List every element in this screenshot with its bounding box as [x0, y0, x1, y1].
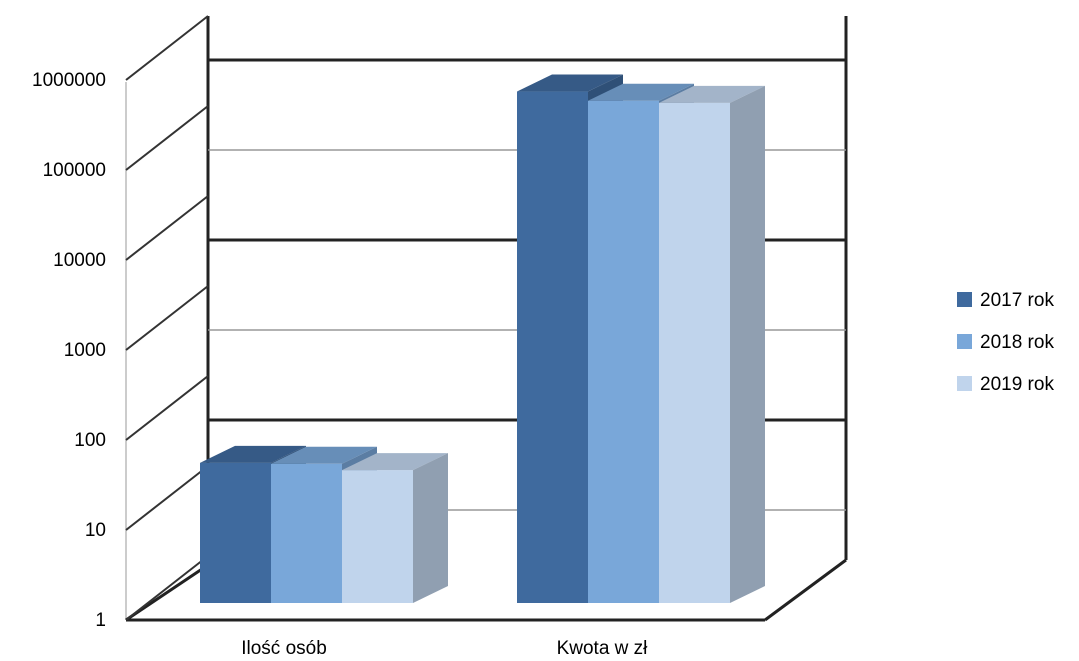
gridline-wall-diagonal	[125, 105, 209, 171]
x-axis-labels: Ilość osób Kwota w zł	[241, 638, 648, 659]
floor-left-edge	[125, 563, 209, 622]
bar	[342, 453, 448, 603]
bar-front	[588, 100, 659, 603]
y-tick-label: 10	[85, 520, 106, 541]
gridline-wall-diagonal	[125, 195, 209, 261]
y-tick-label: 10000	[53, 250, 106, 271]
x-category-label: Ilość osób	[241, 638, 327, 659]
gridline-wall-diagonal	[125, 555, 209, 621]
gridline-wall-diagonal	[125, 15, 209, 81]
legend-label: 2018 rok	[980, 332, 1054, 353]
floor-right-edge	[764, 558, 847, 622]
bar-side	[413, 453, 448, 603]
bar-side	[730, 85, 765, 603]
bar-top	[200, 445, 306, 463]
legend-swatch	[957, 334, 972, 349]
y-tick-label: 100000	[43, 160, 106, 181]
bars	[200, 74, 765, 604]
legend-swatch	[957, 292, 972, 307]
bar-front	[659, 102, 730, 604]
bar-top	[659, 85, 765, 103]
bar-top	[517, 74, 623, 92]
bar-top	[588, 83, 694, 101]
bar-front	[342, 470, 413, 603]
x-category-label: Kwota w zł	[557, 638, 649, 659]
y-tick-label: 1000	[64, 340, 106, 361]
bar-top	[271, 446, 377, 464]
bar-front	[271, 463, 342, 603]
y-tick-label: 1	[95, 610, 106, 631]
bar-front	[517, 91, 588, 603]
legend-label: 2017 rok	[980, 290, 1054, 311]
bar-front	[200, 462, 271, 603]
gridline-wall-diagonal	[125, 465, 209, 531]
y-tick-label: 100	[74, 430, 106, 451]
bar	[659, 85, 765, 604]
y-tick-label: 1000000	[32, 70, 106, 91]
legend: 2017 rok 2018 rok 2019 rok	[957, 290, 1054, 395]
legend-label: 2019 rok	[980, 374, 1054, 395]
gridline-wall-diagonal	[125, 285, 209, 351]
legend-swatch	[957, 376, 972, 391]
y-axis-ticks: 1 10 100 1000 10000 100000 1000000	[32, 70, 106, 631]
bar-top	[342, 453, 448, 471]
gridline-wall-diagonal	[125, 375, 209, 441]
